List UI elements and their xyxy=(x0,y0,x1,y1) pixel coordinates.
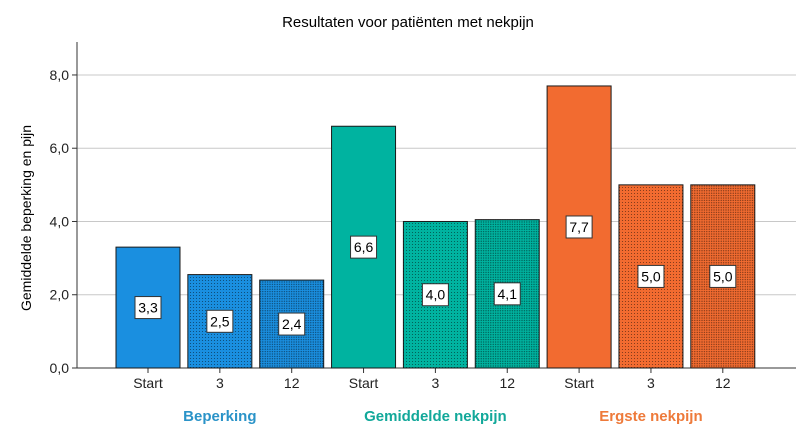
x-tick-label: 12 xyxy=(284,375,300,391)
group-label: Ergste nekpijn xyxy=(599,408,702,425)
bars xyxy=(115,85,756,369)
data-label-box xyxy=(637,264,665,288)
y-axis-label: Gemiddelde beperking en pijn xyxy=(18,125,34,311)
data-label: 7,7 xyxy=(569,219,589,235)
data-label-box xyxy=(278,312,306,336)
x-tick-label: 12 xyxy=(715,375,731,391)
y-tick-label: 4,0 xyxy=(50,213,70,229)
x-tick-label: Start xyxy=(564,375,594,391)
data-label-box xyxy=(421,283,449,307)
group-label: Beperking xyxy=(183,408,256,425)
data-label: 2,5 xyxy=(210,313,230,329)
x-tick-label: Start xyxy=(133,375,163,391)
data-label: 5,0 xyxy=(713,268,733,284)
data-label: 4,0 xyxy=(426,287,446,303)
data-label: 3,3 xyxy=(138,300,158,316)
x-tick-label: 3 xyxy=(432,375,440,391)
x-tick-label: Start xyxy=(349,375,379,391)
y-tick-label: 6,0 xyxy=(50,140,70,156)
data-label: 4,1 xyxy=(498,286,518,302)
data-label-box xyxy=(134,296,162,320)
data-label-box xyxy=(493,282,521,306)
x-tick-label: 12 xyxy=(499,375,515,391)
axes: 0,0 2,0 4,0 6,0 8,0 Start 3 12 Beperking Start 3 12… xyxy=(50,42,796,425)
data-label-box xyxy=(350,235,378,259)
y-tick-label: 8,0 xyxy=(50,67,70,83)
data-label: 6,6 xyxy=(354,239,374,255)
data-label: 5,0 xyxy=(641,268,661,284)
data-label: 2,4 xyxy=(282,316,302,332)
x-tick-label: 3 xyxy=(216,375,224,391)
data-label-box xyxy=(206,309,234,333)
data-label-box xyxy=(565,215,593,239)
group-label: Gemiddelde nekpijn xyxy=(364,408,507,425)
y-tick-label: 0,0 xyxy=(50,360,70,376)
x-tick-label: 3 xyxy=(647,375,655,391)
data-label-box xyxy=(709,264,737,288)
data-labels: 3,3 2,5 2,4 6,6 4,0 4,1 7,7 5,0 5,0 xyxy=(134,215,737,336)
chart-title: Resultaten voor patiënten met nekpijn xyxy=(282,14,534,31)
y-tick-label: 2,0 xyxy=(50,287,70,303)
